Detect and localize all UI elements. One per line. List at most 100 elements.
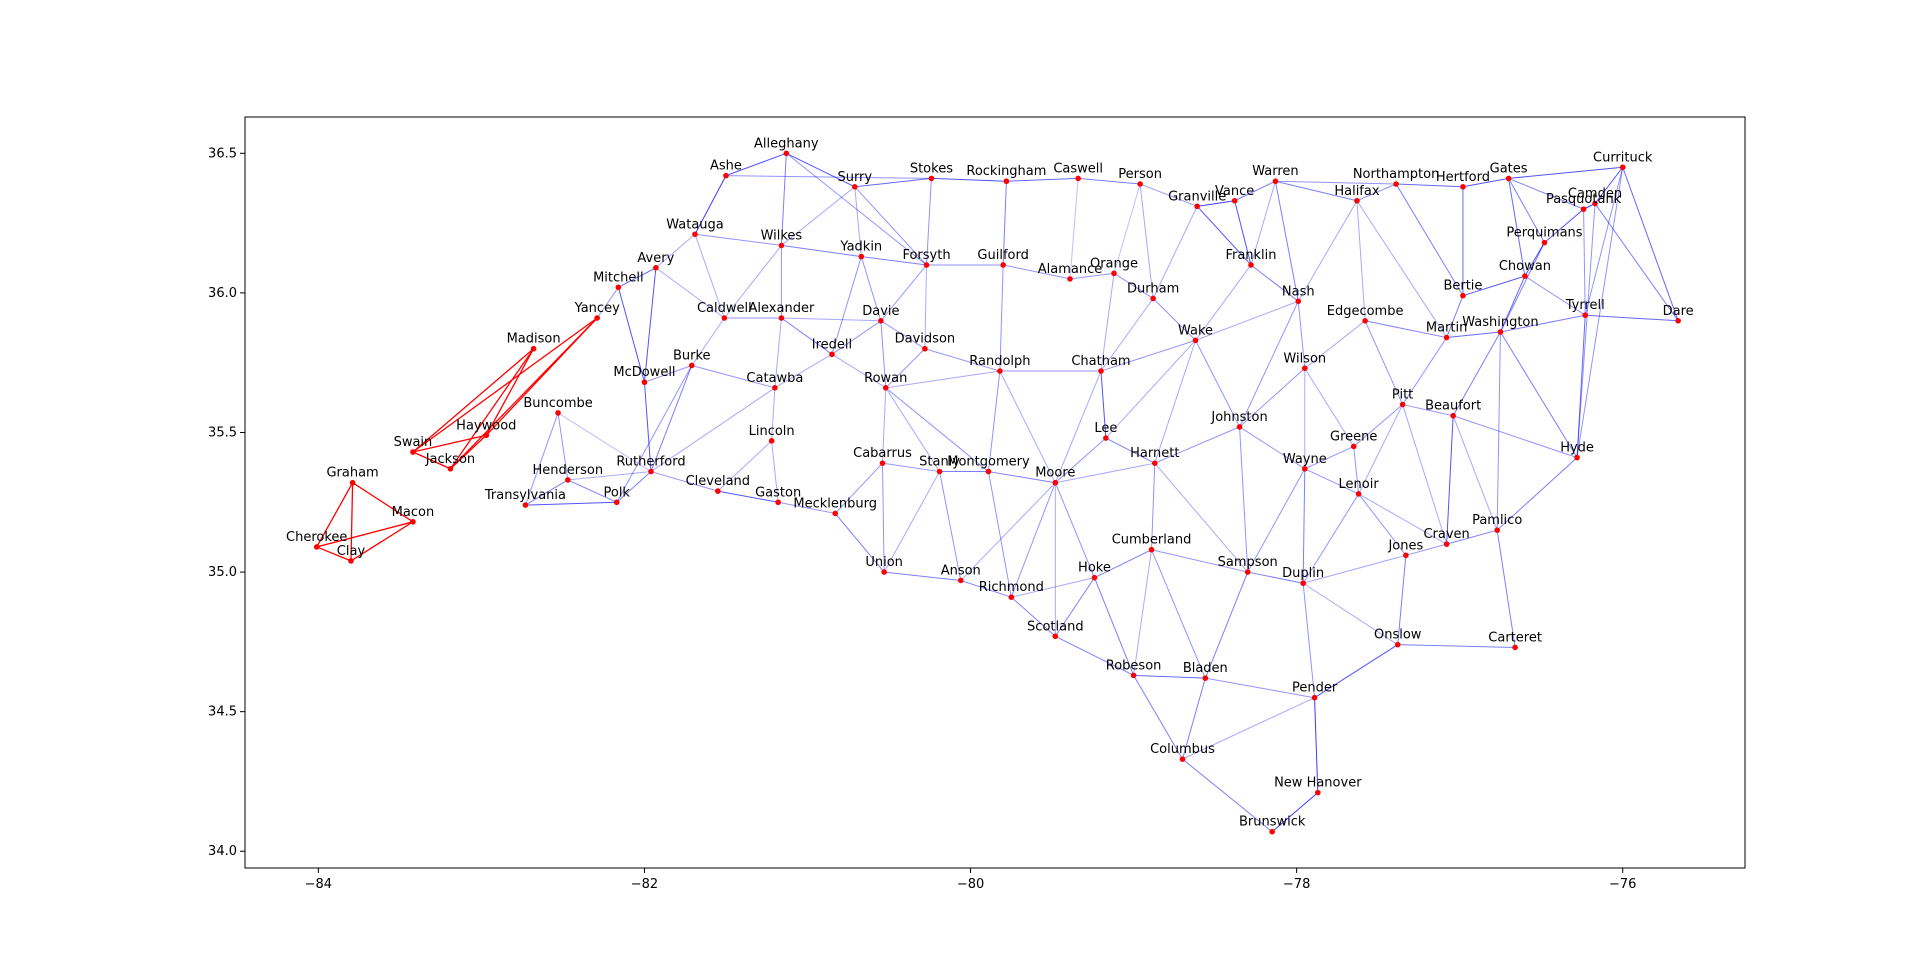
node-point [1300, 580, 1306, 587]
edge-Gates-Chowan [1508, 178, 1526, 277]
node-point [641, 379, 648, 386]
node-labels-layer: Alleghany Ashe Surry Stokes Rockingham Caswel… [286, 136, 1694, 829]
edge-Washington-Beaufort [1452, 331, 1501, 416]
node-point [648, 468, 654, 475]
edge-Alexander-Davie [781, 317, 881, 322]
edge-Stanly-Rowan [885, 387, 940, 472]
node-label: Lincoln [749, 424, 795, 439]
edge-Henderson-Transylvania [525, 479, 569, 506]
edge-Washington-Hyde [1500, 331, 1578, 458]
node-point [1522, 273, 1528, 279]
node-label: Watauga [666, 217, 724, 232]
edge-Buncombe-Rutherford [557, 412, 652, 472]
edge-Onslow-Pender [1314, 644, 1398, 699]
node-label: Hyde [1560, 441, 1594, 456]
node-point [1362, 318, 1368, 324]
edge-Granville-Vance [1197, 200, 1235, 207]
node-label: Wilkes [761, 228, 803, 243]
edge-Caswell-Person [1078, 177, 1141, 185]
edge-Gaston-Cleveland [717, 490, 779, 503]
edge-Chatham-Orange [1100, 273, 1115, 372]
edge-Onslow-Carteret [1397, 644, 1516, 648]
node-label: Avery [637, 251, 674, 266]
edge-Johnston-Wake [1195, 340, 1241, 428]
edge-Polk-Transylvania [525, 501, 617, 506]
edge-Camden-Dare [1594, 203, 1679, 322]
node-point [1541, 239, 1548, 246]
node-label: Scotland [1027, 619, 1084, 634]
edge-Ashe-Stokes [725, 175, 932, 179]
node-label: Lenoir [1339, 477, 1380, 492]
node-label: Greene [1330, 429, 1377, 444]
edge-Graham-Clay [350, 482, 354, 561]
node-label: Orange [1090, 256, 1138, 271]
edge-Surry-Yadkin [854, 186, 862, 257]
edge-Forsyth-Davie [880, 264, 927, 322]
node-label: Yadkin [839, 240, 882, 255]
node-point [1295, 298, 1302, 305]
edge-Henderson-Buncombe [557, 412, 569, 481]
edge-Bertie-Martin [1446, 295, 1464, 338]
node-label: Alleghany [754, 136, 819, 151]
edge-Pender-New Hanover [1314, 697, 1319, 793]
node-point [829, 351, 835, 358]
edge-Cumberland-Hoke [1094, 549, 1152, 579]
edge-Washington-Martin [1446, 331, 1501, 339]
edge-Madison-Jackson [449, 348, 535, 470]
node-point [1460, 292, 1466, 299]
edge-Polk-Henderson [567, 479, 617, 503]
edge-Columbus-Bladen [1182, 678, 1206, 760]
node-point [1592, 200, 1598, 207]
node-label: Martin [1426, 321, 1467, 336]
node-point [775, 499, 781, 506]
plot-frame [244, 116, 1746, 869]
node-point [1052, 479, 1059, 486]
node-label: Columbus [1150, 742, 1215, 757]
edge-Wilkes-Caldwell [723, 245, 782, 319]
edge-Clay-Macon [350, 521, 414, 562]
edge-Stokes-Rockingham [931, 177, 1007, 182]
edge-Nash-Johnston [1239, 301, 1299, 428]
edge-Tyrrell-Dare [1585, 314, 1679, 322]
edge-Robeson-Scotland [1055, 635, 1134, 676]
node-label: Dare [1663, 304, 1694, 319]
edge-Pender-Columbus [1182, 697, 1315, 760]
node-label: McDowell [613, 365, 675, 380]
edge-Wayne-Johnston [1239, 426, 1306, 470]
node-label: Forsyth [902, 248, 950, 263]
node-point [1301, 365, 1308, 372]
edge-Perquimans-Washington [1499, 242, 1545, 333]
node-point [565, 477, 571, 483]
edge-Richmond-Montgomery [987, 471, 1012, 598]
node-label: Wilson [1283, 351, 1326, 366]
node-point [1236, 424, 1243, 430]
node-label: Carteret [1488, 630, 1542, 645]
node-label: Iredell [812, 337, 852, 352]
edge-Guilford-Randolph [999, 264, 1004, 372]
node-label: Guilford [977, 248, 1028, 263]
node-label: Rockingham [966, 164, 1046, 179]
edge-Union-Stanly [883, 471, 941, 573]
edge-Rockingham-Guilford [1002, 181, 1007, 265]
edge-Columbus-Robeson [1133, 675, 1183, 760]
edge-Craven-Lenoir [1358, 493, 1447, 545]
x-tick-label: −84 [305, 877, 332, 892]
node-point [1151, 460, 1158, 466]
node-point [1403, 552, 1409, 559]
edge-Scotland-Richmond [1010, 596, 1056, 637]
edge-Onslow-Duplin [1302, 582, 1398, 646]
edge-Greene-Lenoir [1353, 446, 1360, 494]
node-point [1194, 203, 1200, 210]
x-tick-label: −80 [957, 877, 984, 892]
edge-Avery-McDowell [643, 267, 657, 383]
y-tick-label: 35.0 [208, 565, 237, 580]
node-point [1494, 527, 1500, 533]
node-point [1355, 491, 1362, 497]
node-point [1272, 178, 1279, 185]
node-label: Edgecombe [1327, 304, 1404, 319]
edge-Pitt-Craven [1402, 404, 1448, 545]
edge-Beaufort-Hyde [1452, 415, 1578, 459]
edge-Gaston-Lincoln [771, 440, 779, 503]
node-label: Rutherford [616, 455, 685, 470]
